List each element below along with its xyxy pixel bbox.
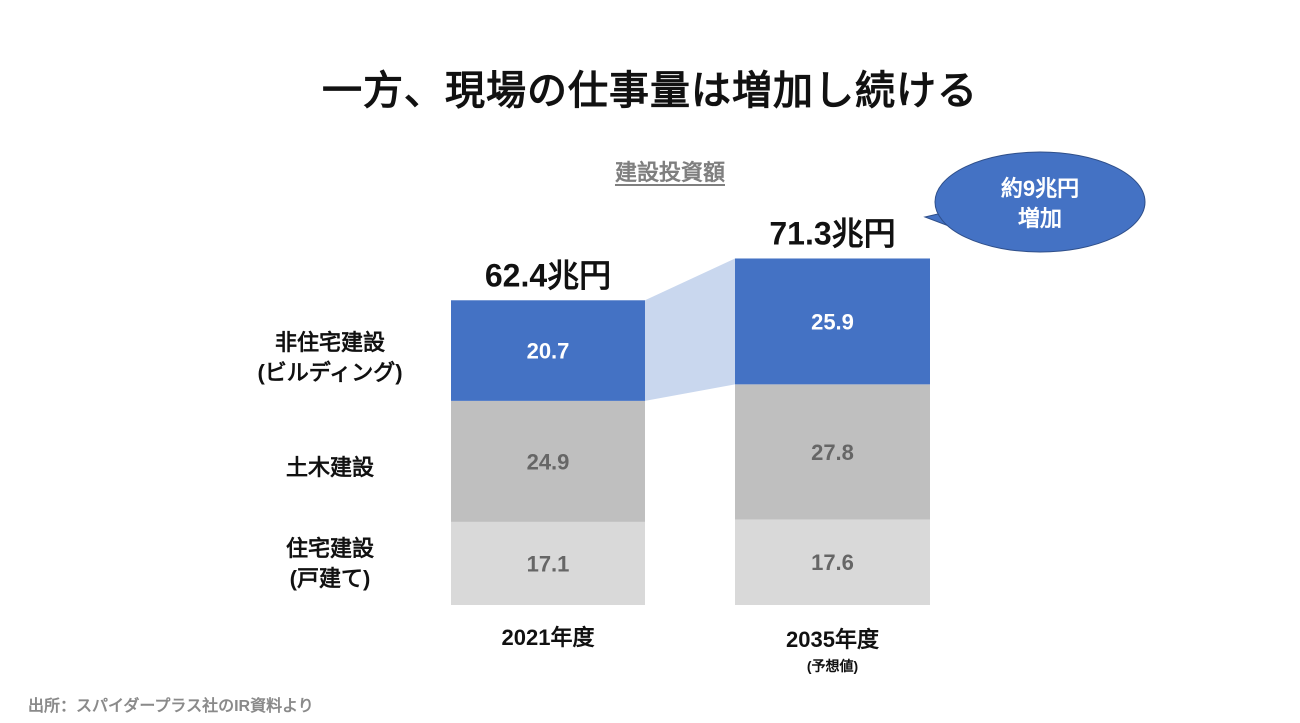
total-label-0: 62.4兆円 [485, 257, 611, 293]
bar-segment-1-1 [735, 384, 930, 520]
callout-tail-joint [962, 208, 982, 234]
series-label-non-residential: 非住宅建設 (ビルディング) [257, 330, 403, 385]
data-label-1-2: 25.9 [811, 309, 854, 334]
x-tick-label-2035: 2035年度 (予想値) [735, 622, 930, 676]
callout-text-line-0: 約9兆円 [1001, 176, 1079, 201]
growth-connector [645, 258, 735, 401]
bar-segment-0-0 [451, 521, 645, 605]
series-label-residential: 住宅建設 (戸建て) [285, 536, 374, 591]
bar-segment-0-2 [451, 300, 645, 401]
page-title: 一方、現場の仕事量は増加し続ける [322, 69, 978, 113]
chart-title: 建設投資額 [614, 160, 725, 185]
callout-text-line-1: 増加 [1018, 206, 1062, 231]
source-note: 出所：スパイダープラス社のIR資料より [28, 698, 314, 715]
data-label-0-0: 17.1 [527, 551, 570, 576]
series-label-civil: 土木建設 [285, 455, 374, 480]
callout-bubble [934, 151, 1146, 253]
forecast-note: (予想値) [806, 658, 859, 674]
data-label-1-0: 17.6 [811, 550, 854, 575]
data-label-1-1: 27.8 [811, 440, 854, 465]
bar-segment-1-0 [735, 519, 930, 605]
data-label-0-2: 20.7 [527, 339, 570, 364]
bar-segment-0-1 [451, 400, 645, 522]
total-label-1: 71.3兆円 [769, 215, 895, 251]
data-label-0-1: 24.9 [527, 449, 570, 474]
x-tick-label-2021: 2021年度 [501, 625, 595, 650]
bar-segment-1-2 [735, 258, 930, 385]
